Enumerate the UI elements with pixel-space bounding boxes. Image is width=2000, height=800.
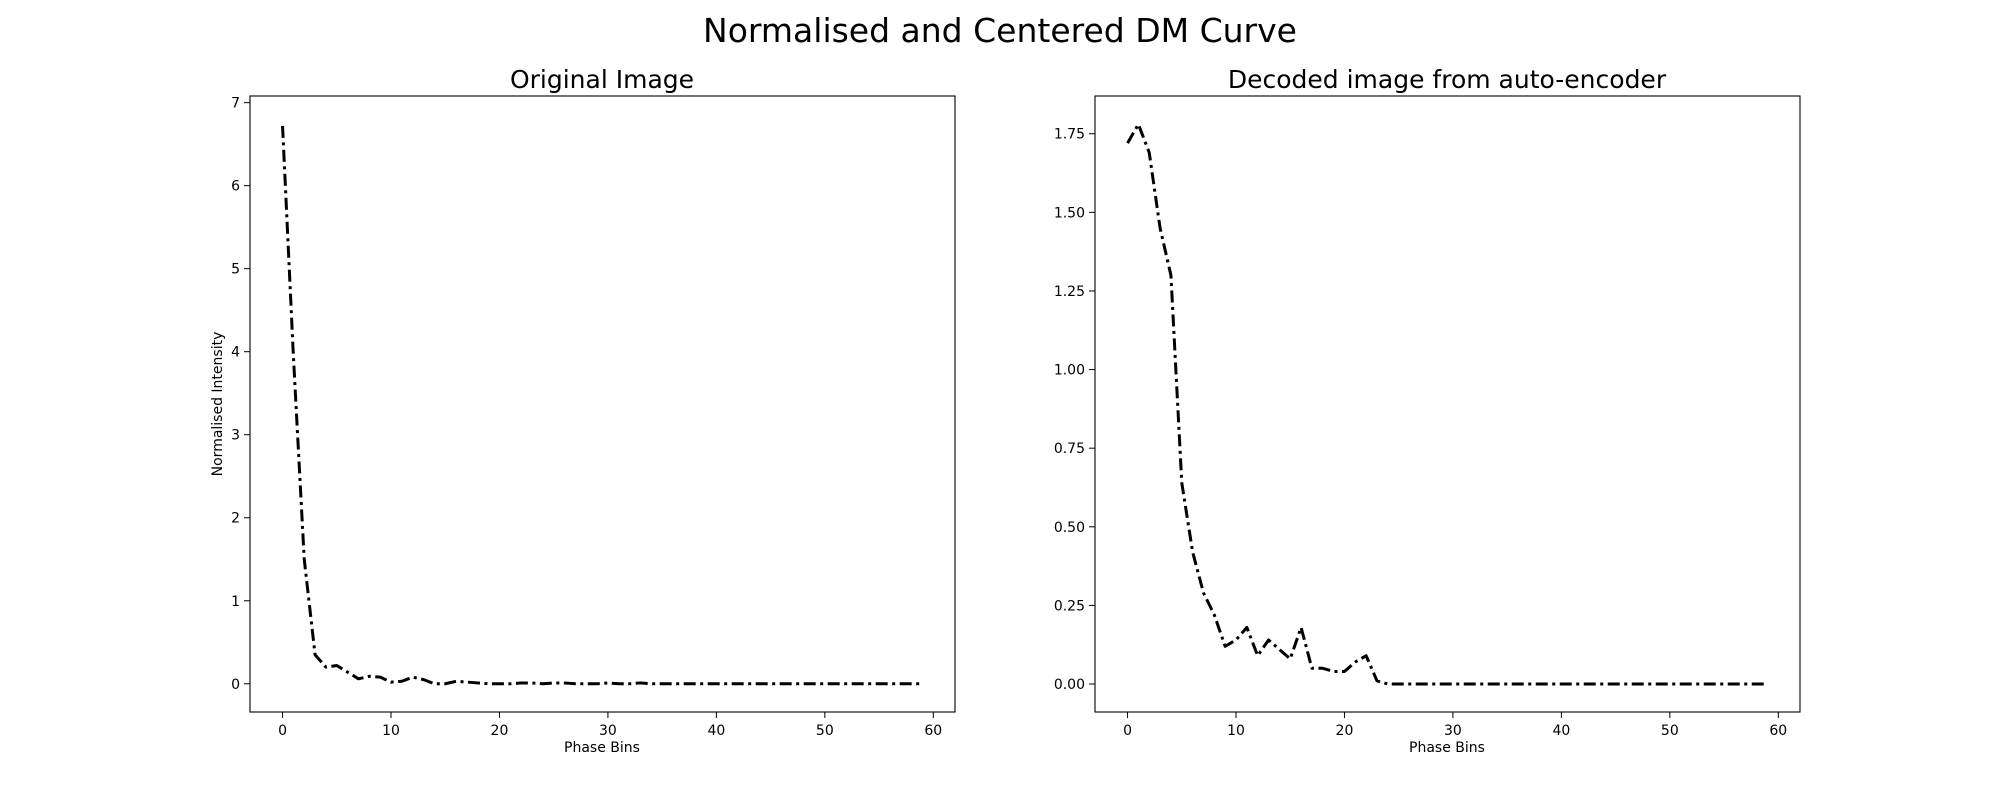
y-tick-label: 7 <box>231 96 240 112</box>
x-tick-label: 30 <box>1444 723 1462 739</box>
x-tick-label: 10 <box>382 723 400 739</box>
y-tick-label: 0 <box>231 677 240 693</box>
y-tick-label: 0.75 <box>1054 441 1085 457</box>
y-tick-label: 1.50 <box>1054 205 1085 221</box>
y-tick-label: 4 <box>231 345 240 361</box>
x-tick-label: 20 <box>1336 723 1354 739</box>
y-tick-label: 0.25 <box>1054 598 1085 614</box>
series-line <box>1126 122 1768 686</box>
x-tick-label: 10 <box>1227 723 1245 739</box>
figure-title: Normalised and Centered DM Curve <box>703 11 1297 50</box>
panel-decoded: Decoded image from auto-encoder 0 10 20 30 4… <box>1054 65 1801 756</box>
y-tick-label: 6 <box>231 179 240 195</box>
tick-group: 0 10 20 30 40 50 60 0 1 2 3 4 5 6 7 <box>231 96 942 739</box>
x-tick-label: 40 <box>1552 723 1570 739</box>
y-tick-label: 3 <box>231 428 240 444</box>
x-tick-label: 60 <box>924 723 942 739</box>
y-tick-label: 0.00 <box>1054 677 1085 693</box>
axes-frame <box>249 95 956 713</box>
y-tick-label: 2 <box>231 511 240 527</box>
y-tick-label: 1 <box>231 594 240 610</box>
x-tick-label: 30 <box>599 723 617 739</box>
x-tick-label: 50 <box>816 723 834 739</box>
x-axis-label: Phase Bins <box>564 740 640 756</box>
axes-frame <box>1094 95 1801 713</box>
x-tick-label: 60 <box>1769 723 1787 739</box>
panel-title: Decoded image from auto-encoder <box>1228 65 1667 94</box>
x-tick-label: 40 <box>707 723 725 739</box>
x-tick-label: 50 <box>1661 723 1679 739</box>
x-tick-label: 20 <box>491 723 509 739</box>
panel-title: Original Image <box>510 65 694 94</box>
y-tick-label: 5 <box>231 262 240 278</box>
y-tick-label: 1.00 <box>1054 363 1085 379</box>
x-tick-label: 0 <box>278 723 287 739</box>
y-tick-label: 1.25 <box>1054 284 1085 300</box>
x-tick-label: 0 <box>1123 723 1132 739</box>
y-axis-label: Normalised Intensity <box>210 332 226 477</box>
x-axis-label: Phase Bins <box>1409 740 1485 756</box>
panel-original: Original Image 0 10 20 30 40 50 60 0 1 2 3 4 5 6 7 Pha… <box>210 65 956 756</box>
y-tick-label: 0.50 <box>1054 520 1085 536</box>
series-line <box>281 125 923 686</box>
y-tick-label: 1.75 <box>1054 127 1085 143</box>
tick-group: 0 10 20 30 40 50 60 0.00 0.25 0.50 0.75 1.00 1.25 1.5… <box>1054 127 1787 739</box>
